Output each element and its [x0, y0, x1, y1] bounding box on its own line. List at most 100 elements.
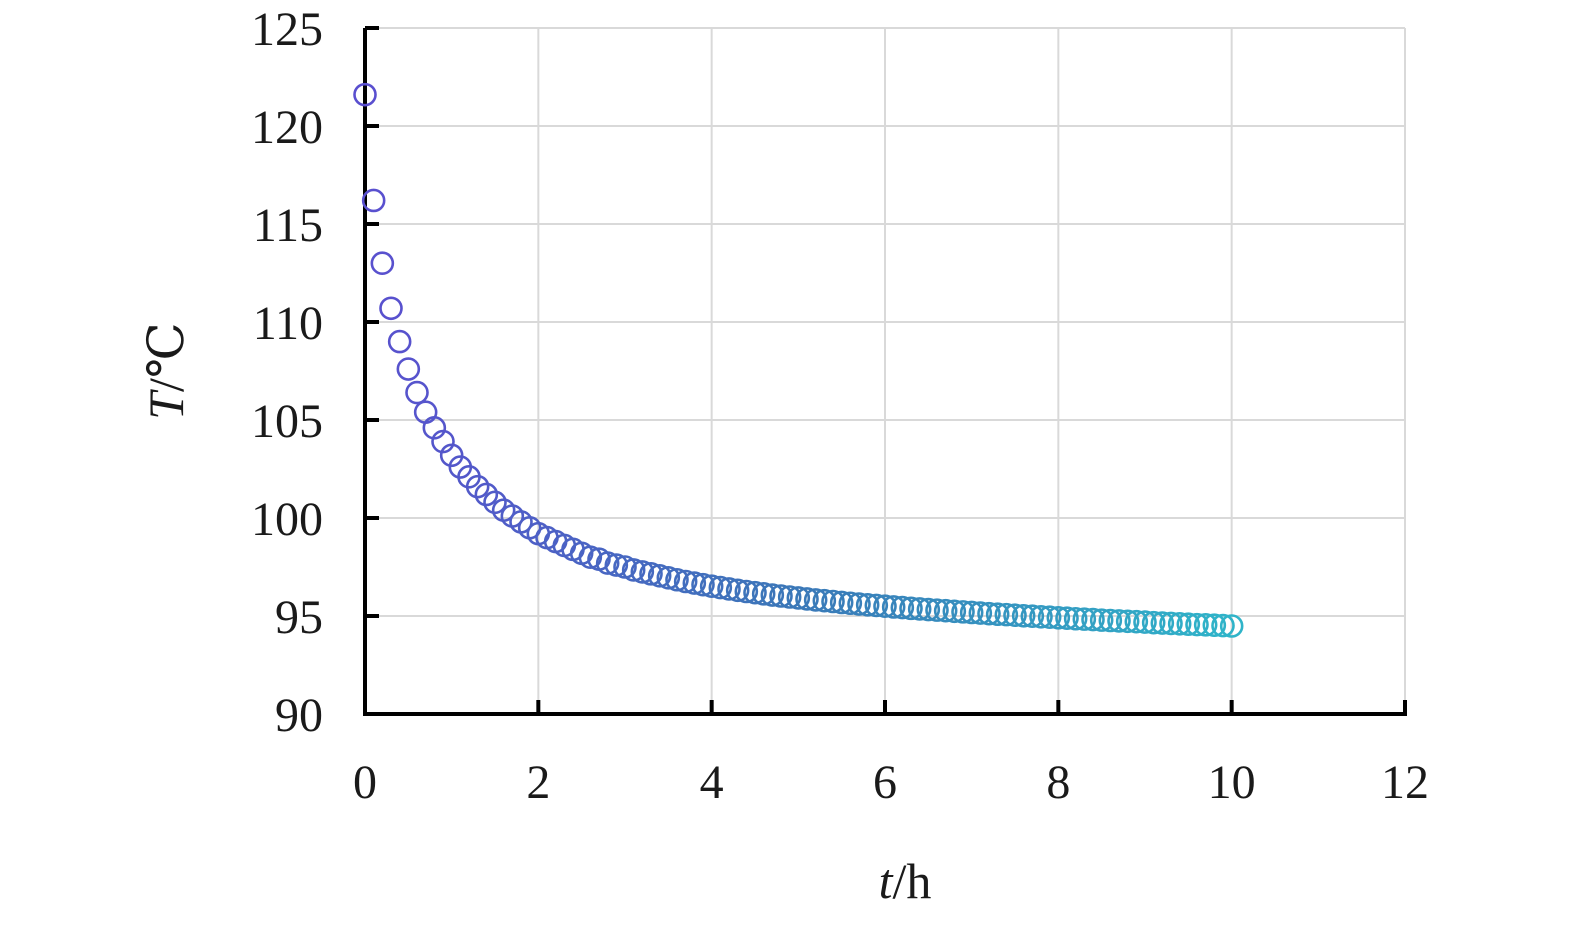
- data-point: [1176, 612, 1201, 637]
- data-point: [847, 592, 871, 616]
- data-point: [786, 586, 811, 610]
- data-point: [691, 572, 715, 597]
- data-point: [465, 474, 490, 499]
- data-point: [673, 569, 698, 594]
- data-point: [968, 601, 993, 625]
- data-point: [379, 296, 403, 321]
- x-tick-label: 10: [1208, 756, 1256, 809]
- data-point: [899, 596, 923, 621]
- data-point: [1098, 608, 1123, 633]
- data-point: [951, 600, 975, 624]
- data-points: [353, 82, 1244, 638]
- y-tick-label: 115: [253, 199, 323, 252]
- data-point: [665, 567, 689, 592]
- data-point: [1089, 608, 1114, 632]
- data-point: [881, 595, 906, 619]
- data-point: [803, 588, 828, 612]
- data-point: [734, 579, 759, 604]
- data-point: [821, 589, 845, 614]
- data-point: [1141, 610, 1166, 635]
- data-point: [751, 582, 776, 606]
- grid: [365, 27, 1406, 714]
- data-point: [873, 594, 897, 619]
- data-point: [795, 587, 819, 611]
- data-point: [1020, 604, 1045, 628]
- x-tick-label: 6: [873, 756, 897, 809]
- data-point: [985, 602, 1010, 627]
- axes: [363, 26, 1407, 716]
- data-point: [855, 593, 880, 617]
- data-point: [994, 602, 1019, 627]
- data-point: [656, 565, 681, 590]
- data-point: [1185, 612, 1209, 637]
- data-point: [1063, 606, 1088, 631]
- data-point: [1115, 609, 1140, 634]
- y-tick-label: 90: [275, 689, 323, 742]
- y-tick-label: 105: [251, 395, 323, 448]
- data-point: [1029, 604, 1053, 629]
- data-point: [396, 357, 421, 381]
- data-point: [725, 578, 750, 603]
- data-point: [1167, 612, 1192, 636]
- data-point: [1150, 611, 1175, 635]
- y-tick-label: 125: [251, 3, 323, 56]
- data-point: [1211, 613, 1235, 638]
- data-point: [1072, 607, 1097, 631]
- y-tick-label: 120: [251, 101, 323, 154]
- y-tick-label: 100: [251, 493, 323, 546]
- y-axis-title-unit: /℃: [138, 322, 194, 392]
- data-point: [916, 597, 941, 622]
- data-point: [1046, 605, 1071, 630]
- data-point: [621, 558, 646, 582]
- data-point: [647, 564, 672, 588]
- x-axis-title: t/h: [879, 853, 932, 909]
- data-point: [1081, 607, 1105, 632]
- data-point: [890, 595, 915, 620]
- data-point: [708, 575, 733, 600]
- data-point: [1219, 614, 1244, 638]
- data-point: [1159, 611, 1183, 636]
- data-point: [387, 329, 412, 354]
- y-tick-label: 95: [275, 591, 323, 644]
- x-tick-label: 12: [1381, 756, 1429, 809]
- data-point: [760, 583, 785, 607]
- x-tick-label: 8: [1046, 756, 1070, 809]
- data-point: [743, 580, 767, 605]
- data-point: [1193, 613, 1218, 637]
- data-point: [925, 598, 949, 622]
- data-point: [1107, 609, 1131, 633]
- data-point: [777, 585, 802, 609]
- data-point: [578, 545, 603, 570]
- data-point: [907, 597, 932, 621]
- data-point: [1055, 606, 1079, 630]
- data-point: [474, 482, 499, 507]
- x-axis-title-variable: t: [879, 853, 894, 909]
- y-tick-label: 110: [253, 297, 323, 350]
- data-point: [639, 562, 663, 586]
- data-point: [838, 591, 863, 616]
- data-point: [630, 560, 655, 584]
- data-point: [595, 551, 620, 575]
- data-point: [1202, 613, 1227, 638]
- data-point: [812, 588, 837, 613]
- data-point: [370, 251, 395, 276]
- data-point: [353, 82, 377, 107]
- data-point: [1124, 609, 1149, 634]
- data-point: [1133, 610, 1157, 634]
- data-point: [439, 443, 464, 468]
- data-point: [483, 490, 507, 515]
- data-point: [1011, 604, 1036, 628]
- data-point: [405, 380, 429, 405]
- data-point: [977, 601, 1001, 626]
- data-point: [699, 574, 724, 599]
- x-tick-label: 4: [700, 756, 724, 809]
- y-axis-title-variable: T: [138, 389, 194, 420]
- x-tick-label: 0: [353, 756, 377, 809]
- x-tick-label: 2: [526, 756, 550, 809]
- data-point: [829, 590, 854, 615]
- data-point: [933, 598, 958, 623]
- data-point: [604, 553, 629, 577]
- tick-labels: 0 2 4 6 8 10 12 90 95 100 105 110 115 120 125: [251, 3, 1429, 809]
